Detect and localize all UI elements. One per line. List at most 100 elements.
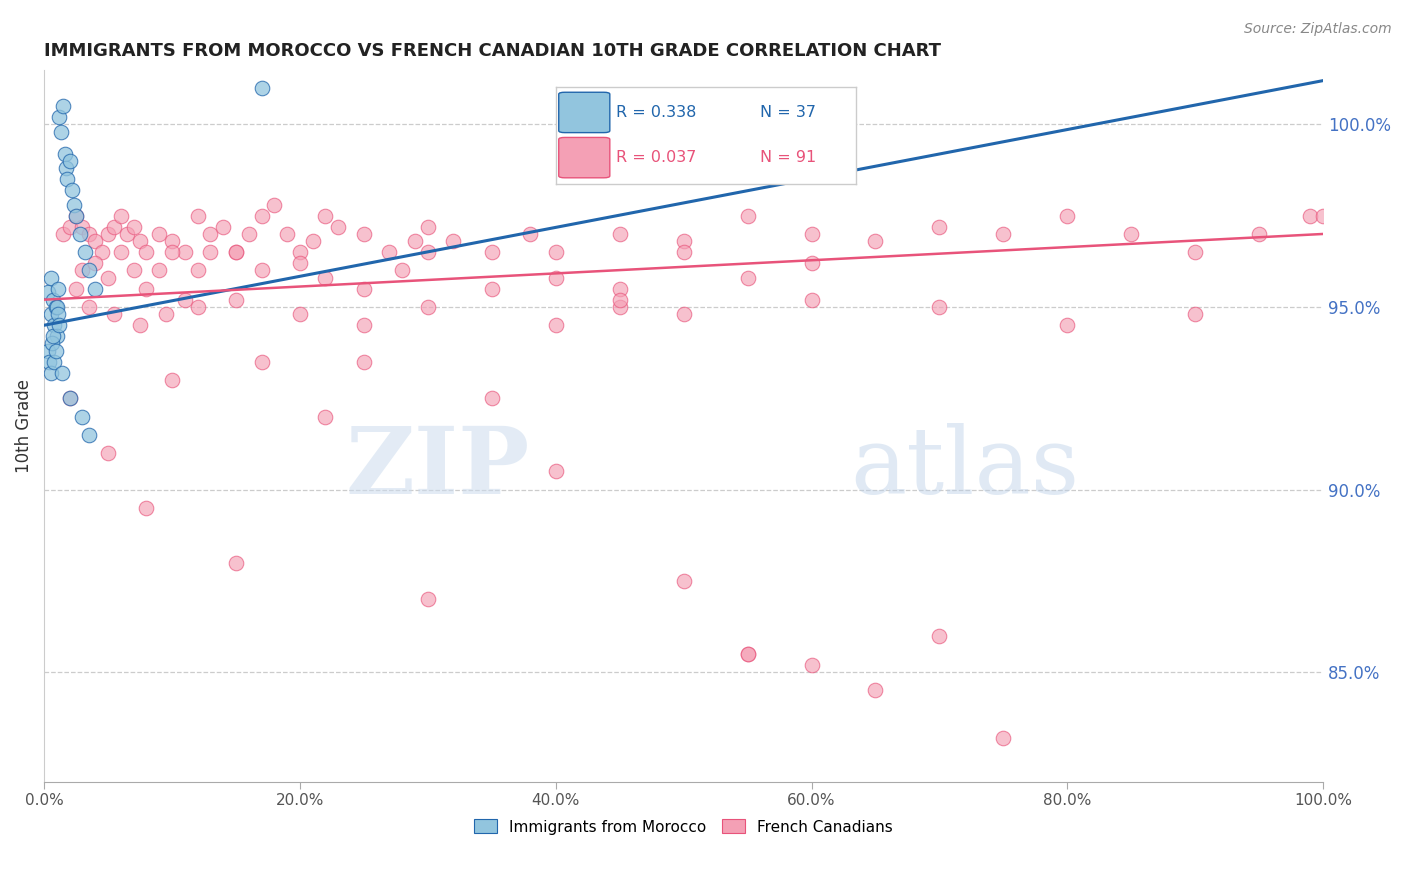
- Point: [77, 427, 100, 442]
- Point: [38, 355, 60, 369]
- Point: [39, 366, 62, 380]
- Point: [225, 293, 247, 307]
- Point: [353, 227, 375, 241]
- Point: [225, 245, 247, 260]
- Point: [129, 318, 152, 333]
- Point: [129, 234, 152, 248]
- Point: [97, 270, 120, 285]
- Point: [416, 245, 439, 260]
- Point: [45, 329, 67, 343]
- Point: [1312, 209, 1334, 223]
- Point: [41, 336, 63, 351]
- Point: [416, 592, 439, 607]
- Point: [62, 198, 84, 212]
- Point: [37, 285, 59, 300]
- Point: [737, 647, 759, 661]
- Point: [609, 293, 631, 307]
- Point: [77, 300, 100, 314]
- Point: [315, 209, 337, 223]
- Point: [353, 355, 375, 369]
- Point: [301, 234, 323, 248]
- Point: [72, 409, 94, 424]
- Point: [44, 355, 66, 369]
- Point: [737, 270, 759, 285]
- Point: [800, 293, 823, 307]
- Point: [1184, 245, 1206, 260]
- Point: [46, 307, 69, 321]
- Point: [42, 293, 65, 307]
- Point: [160, 234, 183, 248]
- Point: [69, 227, 91, 241]
- Point: [1299, 209, 1322, 223]
- Point: [353, 318, 375, 333]
- Point: [993, 731, 1015, 745]
- Point: [737, 209, 759, 223]
- Point: [800, 256, 823, 270]
- Point: [187, 300, 209, 314]
- Point: [65, 209, 87, 223]
- Point: [65, 209, 87, 223]
- Point: [378, 245, 401, 260]
- Point: [56, 172, 79, 186]
- Point: [519, 227, 541, 241]
- Point: [328, 219, 350, 234]
- Point: [103, 219, 125, 234]
- Text: ZIP: ZIP: [346, 424, 530, 514]
- Point: [39, 270, 62, 285]
- Point: [77, 263, 100, 277]
- Point: [288, 245, 311, 260]
- Point: [160, 245, 183, 260]
- Point: [46, 282, 69, 296]
- Point: [59, 219, 82, 234]
- Point: [45, 343, 67, 358]
- Point: [84, 256, 107, 270]
- Point: [672, 245, 695, 260]
- Point: [51, 366, 73, 380]
- Point: [416, 300, 439, 314]
- Point: [1121, 227, 1143, 241]
- Text: Source: ZipAtlas.com: Source: ZipAtlas.com: [1244, 22, 1392, 37]
- Point: [800, 657, 823, 672]
- Point: [609, 227, 631, 241]
- Point: [315, 409, 337, 424]
- Point: [481, 245, 503, 260]
- Point: [42, 329, 65, 343]
- Point: [609, 282, 631, 296]
- Point: [155, 307, 177, 321]
- Point: [865, 234, 887, 248]
- Point: [110, 245, 132, 260]
- Point: [353, 282, 375, 296]
- Text: IMMIGRANTS FROM MOROCCO VS FRENCH CANADIAN 10TH GRADE CORRELATION CHART: IMMIGRANTS FROM MOROCCO VS FRENCH CANADI…: [44, 42, 941, 60]
- Point: [65, 282, 87, 296]
- Point: [672, 574, 695, 588]
- Point: [49, 125, 72, 139]
- Point: [263, 198, 285, 212]
- Point: [1056, 209, 1078, 223]
- Point: [391, 263, 413, 277]
- Point: [39, 307, 62, 321]
- Point: [481, 282, 503, 296]
- Point: [993, 227, 1015, 241]
- Point: [609, 300, 631, 314]
- Point: [48, 110, 70, 124]
- Point: [928, 219, 950, 234]
- Point: [148, 263, 170, 277]
- Point: [45, 300, 67, 314]
- Point: [59, 153, 82, 168]
- Point: [187, 263, 209, 277]
- Point: [1249, 227, 1271, 241]
- Text: atlas: atlas: [849, 424, 1080, 514]
- Point: [250, 355, 273, 369]
- Point: [84, 234, 107, 248]
- Point: [110, 209, 132, 223]
- Point: [103, 307, 125, 321]
- Point: [404, 234, 426, 248]
- Point: [250, 209, 273, 223]
- Point: [72, 263, 94, 277]
- Point: [52, 227, 75, 241]
- Point: [672, 234, 695, 248]
- Point: [737, 647, 759, 661]
- Point: [37, 343, 59, 358]
- Point: [1056, 318, 1078, 333]
- Point: [53, 146, 76, 161]
